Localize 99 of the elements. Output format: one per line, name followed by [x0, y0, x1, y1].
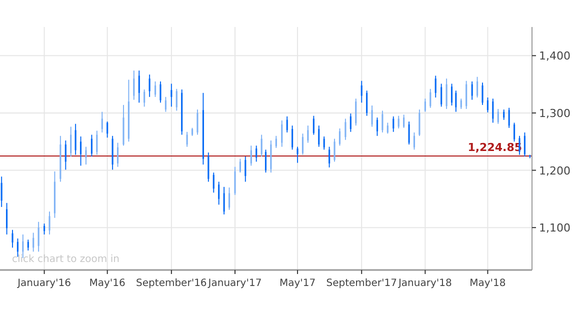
candlestick: [376, 117, 378, 136]
candlestick: [260, 134, 262, 158]
x-tick-label: May'18: [470, 278, 506, 289]
candlestick: [264, 149, 267, 174]
candlestick: [418, 109, 420, 136]
candlestick: [218, 181, 220, 206]
candlestick: [492, 98, 494, 124]
candlestick: [503, 109, 505, 120]
candlestick: [116, 142, 119, 168]
candlestick: [403, 114, 405, 128]
candlestick: [281, 120, 283, 148]
candlestick: [450, 83, 453, 106]
y-tick-label: 1,400: [539, 50, 570, 63]
candlestick: [413, 132, 416, 150]
candlestick: [307, 125, 309, 144]
x-tick-label: May'16: [89, 278, 126, 289]
candlestick: [208, 152, 210, 182]
candlestick: [446, 78, 448, 110]
candlestick: [328, 146, 330, 168]
candlestick: [70, 126, 72, 158]
candlestick: [186, 131, 188, 148]
candlestick: [85, 146, 87, 166]
candlestick: [350, 113, 352, 132]
candlestick: [382, 110, 384, 133]
candlestick: [434, 75, 436, 98]
x-tick-label: January'16: [16, 278, 71, 289]
candlestick: [440, 83, 442, 108]
candlestick: [392, 116, 394, 132]
candlestick: [170, 83, 172, 108]
candlestick: [0, 176, 2, 208]
candlestick: [371, 105, 373, 128]
candlestick: [148, 74, 150, 98]
candlestick: [64, 140, 66, 170]
candlestick: [80, 136, 82, 166]
candlestick: [196, 109, 198, 136]
candlestick: [22, 234, 24, 258]
candlestick: [398, 115, 400, 129]
x-tick-label: January'17: [207, 278, 262, 289]
y-tick-label: 1,100: [539, 222, 570, 235]
candlestick: [90, 134, 92, 158]
x-tick-label: May'17: [279, 278, 316, 289]
candlestick: [74, 123, 76, 156]
candlestick: [338, 128, 341, 146]
x-tick-label: September'17: [326, 278, 397, 289]
candlestick: [48, 211, 50, 235]
candlestick: [250, 145, 252, 166]
candlestick: [6, 202, 8, 235]
candlestick: [27, 239, 29, 252]
candlestick: [344, 118, 346, 140]
candlestick: [466, 80, 468, 110]
candlestick: [164, 96, 166, 112]
candlestick: [312, 115, 314, 136]
candlestick: [256, 145, 258, 162]
candlestick: [296, 146, 298, 164]
candlestick: [38, 221, 40, 252]
y-tick-label: 1,200: [539, 164, 570, 178]
candlestick: [486, 96, 489, 113]
candlestick: [360, 80, 362, 104]
candlestick: [318, 125, 320, 148]
candlestick: [32, 232, 34, 252]
candlestick: [355, 98, 357, 126]
candlestick: [223, 186, 225, 215]
candlestick: [176, 88, 178, 112]
candlestick: [455, 90, 457, 112]
candlestick: [323, 136, 325, 150]
candlestick: [302, 133, 304, 156]
candlestick: [106, 121, 108, 138]
candlestick: [144, 88, 146, 108]
x-tick-label: January'18: [397, 278, 452, 289]
candlestick: [228, 186, 230, 210]
candlestick: [286, 116, 288, 133]
candlestick: [471, 80, 473, 100]
candlestick: [96, 130, 98, 156]
candlestick: [292, 125, 294, 150]
candlestick: [244, 156, 246, 182]
candlestick: [497, 108, 499, 124]
candlestick: [430, 88, 432, 108]
candlestick: [513, 122, 516, 142]
candlestick: [366, 90, 368, 116]
y-tick-label: 1,300: [539, 106, 570, 120]
candlestick: [408, 121, 410, 145]
candlestick: [334, 138, 336, 162]
candlestick: [212, 172, 214, 194]
candlestick: [43, 223, 46, 235]
x-tick-label: September'16: [136, 278, 207, 289]
candlestick: [424, 98, 426, 112]
candlestick: [138, 70, 140, 104]
candlestick: [160, 80, 162, 104]
candlestick: [101, 111, 103, 133]
candlestick: [239, 158, 241, 174]
candlestick: [524, 132, 526, 158]
candlestick: [482, 82, 484, 106]
candlestick: [476, 76, 478, 98]
candlestick: [508, 107, 510, 128]
candlestick: [133, 70, 135, 100]
candlestick: [154, 80, 156, 98]
candlestick: [234, 166, 236, 196]
candlestick: [12, 229, 14, 248]
candlestick: [386, 122, 388, 134]
